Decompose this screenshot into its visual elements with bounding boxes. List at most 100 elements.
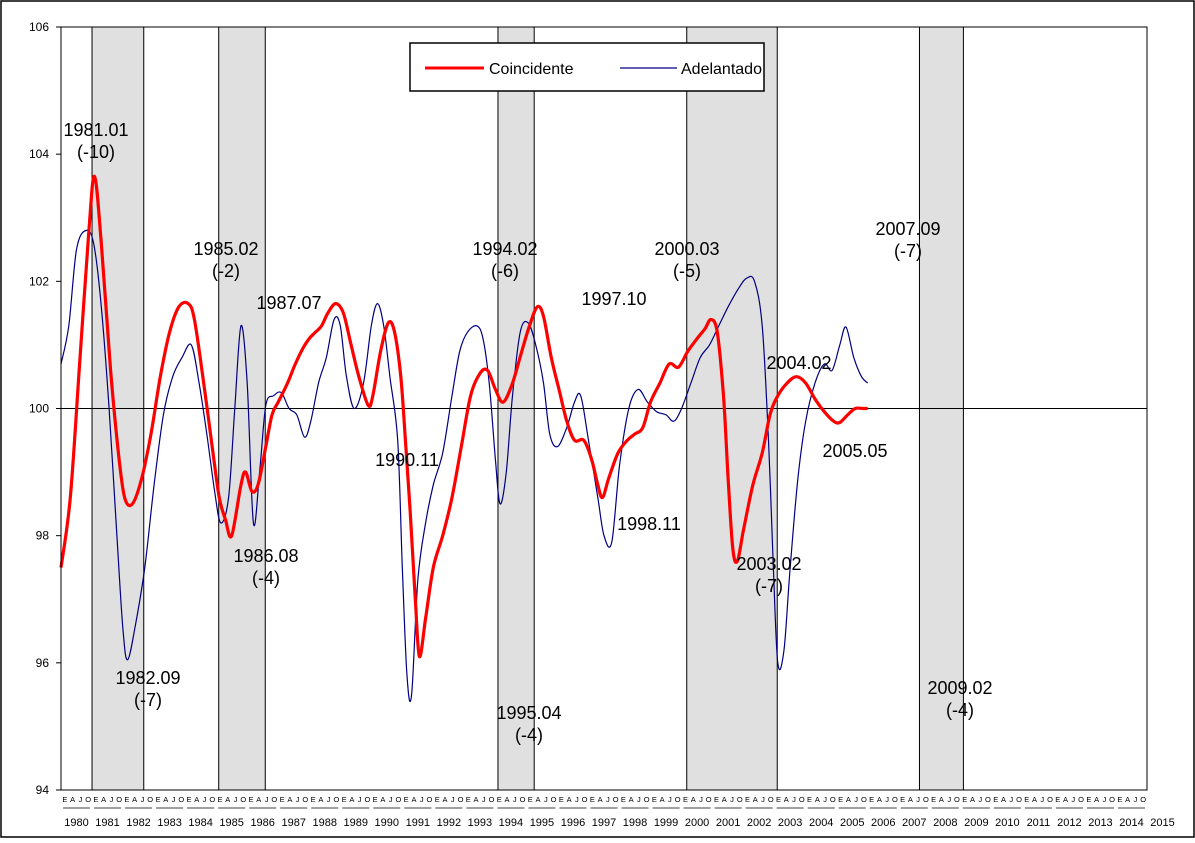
x-quarter-label: E xyxy=(1055,795,1060,804)
x-quarter-label: E xyxy=(186,795,191,804)
annotation-1994.02: 1994.02 (-6) xyxy=(472,239,537,281)
x-quarter-label: O xyxy=(613,795,619,804)
x-year-label-2011: 2011 xyxy=(1027,817,1051,829)
x-year-label-2009: 2009 xyxy=(964,817,988,829)
y-tick-label-94: 94 xyxy=(36,783,50,797)
x-quarter-label: O xyxy=(147,795,153,804)
x-year-label-2013: 2013 xyxy=(1088,817,1112,829)
x-quarter-label: A xyxy=(660,795,665,804)
x-quarter-label: A xyxy=(877,795,882,804)
x-year-label-1997: 1997 xyxy=(592,817,616,829)
x-year-label-2001: 2001 xyxy=(716,817,740,829)
x-quarter-label: O xyxy=(116,795,122,804)
x-quarter-label: A xyxy=(1063,795,1068,804)
x-year-label-2003: 2003 xyxy=(778,817,802,829)
x-quarter-label: A xyxy=(132,795,137,804)
x-year-label-1994: 1994 xyxy=(499,817,523,829)
x-quarter-label: E xyxy=(155,795,160,804)
x-quarter-label: J xyxy=(1040,795,1044,804)
annotation-1998.11: 1998.11 xyxy=(617,514,681,534)
x-quarter-label: J xyxy=(544,795,548,804)
x-quarter-label: O xyxy=(396,795,402,804)
x-quarter-label: O xyxy=(582,795,588,804)
x-quarter-label: O xyxy=(489,795,495,804)
x-quarter-label: E xyxy=(745,795,750,804)
x-quarter-label: E xyxy=(993,795,998,804)
x-quarter-label: A xyxy=(1094,795,1099,804)
x-year-label-1983: 1983 xyxy=(157,817,181,829)
series-lines xyxy=(59,174,869,702)
x-quarter-label: J xyxy=(172,795,176,804)
x-quarter-label: A xyxy=(753,795,758,804)
x-quarter-label: A xyxy=(256,795,261,804)
x-quarter-label: J xyxy=(1133,795,1137,804)
x-quarter-label: E xyxy=(311,795,316,804)
x-quarter-label: A xyxy=(505,795,510,804)
annotation-1997.10: 1997.10 xyxy=(581,289,646,309)
x-year-label-1998: 1998 xyxy=(623,817,647,829)
x-quarter-label: J xyxy=(513,795,517,804)
x-year-label-2002: 2002 xyxy=(747,817,771,829)
x-quarter-label: J xyxy=(668,795,672,804)
x-quarter-label: E xyxy=(776,795,781,804)
x-quarter-label: E xyxy=(931,795,936,804)
x-quarter-label: J xyxy=(885,795,889,804)
x-quarter-label: E xyxy=(807,795,812,804)
x-quarter-label: O xyxy=(1140,795,1146,804)
x-quarter-label: A xyxy=(691,795,696,804)
x-year-label-1987: 1987 xyxy=(281,817,305,829)
annotation-2003.02: 2003.02 (-7) xyxy=(736,554,801,596)
x-quarter-label: E xyxy=(869,795,874,804)
x-quarter-label: J xyxy=(482,795,486,804)
x-quarter-label: A xyxy=(784,795,789,804)
x-quarter-label: E xyxy=(124,795,129,804)
x-quarter-label: E xyxy=(590,795,595,804)
x-quarter-label: J xyxy=(234,795,238,804)
x-quarter-label: J xyxy=(699,795,703,804)
plot-area-frame xyxy=(60,26,1148,791)
x-quarter-label: E xyxy=(1117,795,1122,804)
x-quarter-label: O xyxy=(1078,795,1084,804)
y-tick-label-96: 96 xyxy=(36,656,50,670)
x-year-label-1990: 1990 xyxy=(375,817,399,829)
x-quarter-label: J xyxy=(389,795,393,804)
x-quarter-label: J xyxy=(296,795,300,804)
x-quarter-label: J xyxy=(854,795,858,804)
x-year-label-1984: 1984 xyxy=(188,817,212,829)
x-year-label-2015: 2015 xyxy=(1150,817,1174,829)
annotation-1987.07: 1987.07 xyxy=(256,293,321,313)
x-quarter-label: E xyxy=(62,795,67,804)
x-quarter-label: E xyxy=(404,795,409,804)
x-quarter-label: E xyxy=(280,795,285,804)
x-quarter-label: O xyxy=(209,795,215,804)
x-year-label-2007: 2007 xyxy=(902,817,926,829)
annotation-2007.09: 2007.09 (-7) xyxy=(875,219,940,261)
x-quarter-label: J xyxy=(451,795,455,804)
x-year-label-2006: 2006 xyxy=(871,817,895,829)
x-year-label-1985: 1985 xyxy=(219,817,243,829)
x-quarter-label: O xyxy=(861,795,867,804)
legend-label-coincidente: Coincidente xyxy=(489,61,574,78)
series-line-coincidente xyxy=(59,174,868,659)
x-quarter-label: O xyxy=(675,795,681,804)
x-quarter-label: E xyxy=(962,795,967,804)
x-quarter-label: A xyxy=(225,795,230,804)
x-year-label-1989: 1989 xyxy=(344,817,368,829)
x-quarter-label: O xyxy=(892,795,898,804)
x-quarter-label: A xyxy=(473,795,478,804)
x-year-label-1980: 1980 xyxy=(64,817,88,829)
x-quarter-label: O xyxy=(706,795,712,804)
x-quarter-label: A xyxy=(101,795,106,804)
x-quarter-label: J xyxy=(978,795,982,804)
x-year-label-2000: 2000 xyxy=(685,817,709,829)
x-quarter-label: A xyxy=(815,795,820,804)
x-quarter-label: A xyxy=(442,795,447,804)
annotation-1985.02: 1985.02 (-2) xyxy=(193,239,258,281)
annotation-1990.11: 1990.11 xyxy=(375,450,439,470)
x-year-label-2012: 2012 xyxy=(1057,817,1081,829)
x-year-label-1981: 1981 xyxy=(95,817,119,829)
x-quarter-label: O xyxy=(178,795,184,804)
